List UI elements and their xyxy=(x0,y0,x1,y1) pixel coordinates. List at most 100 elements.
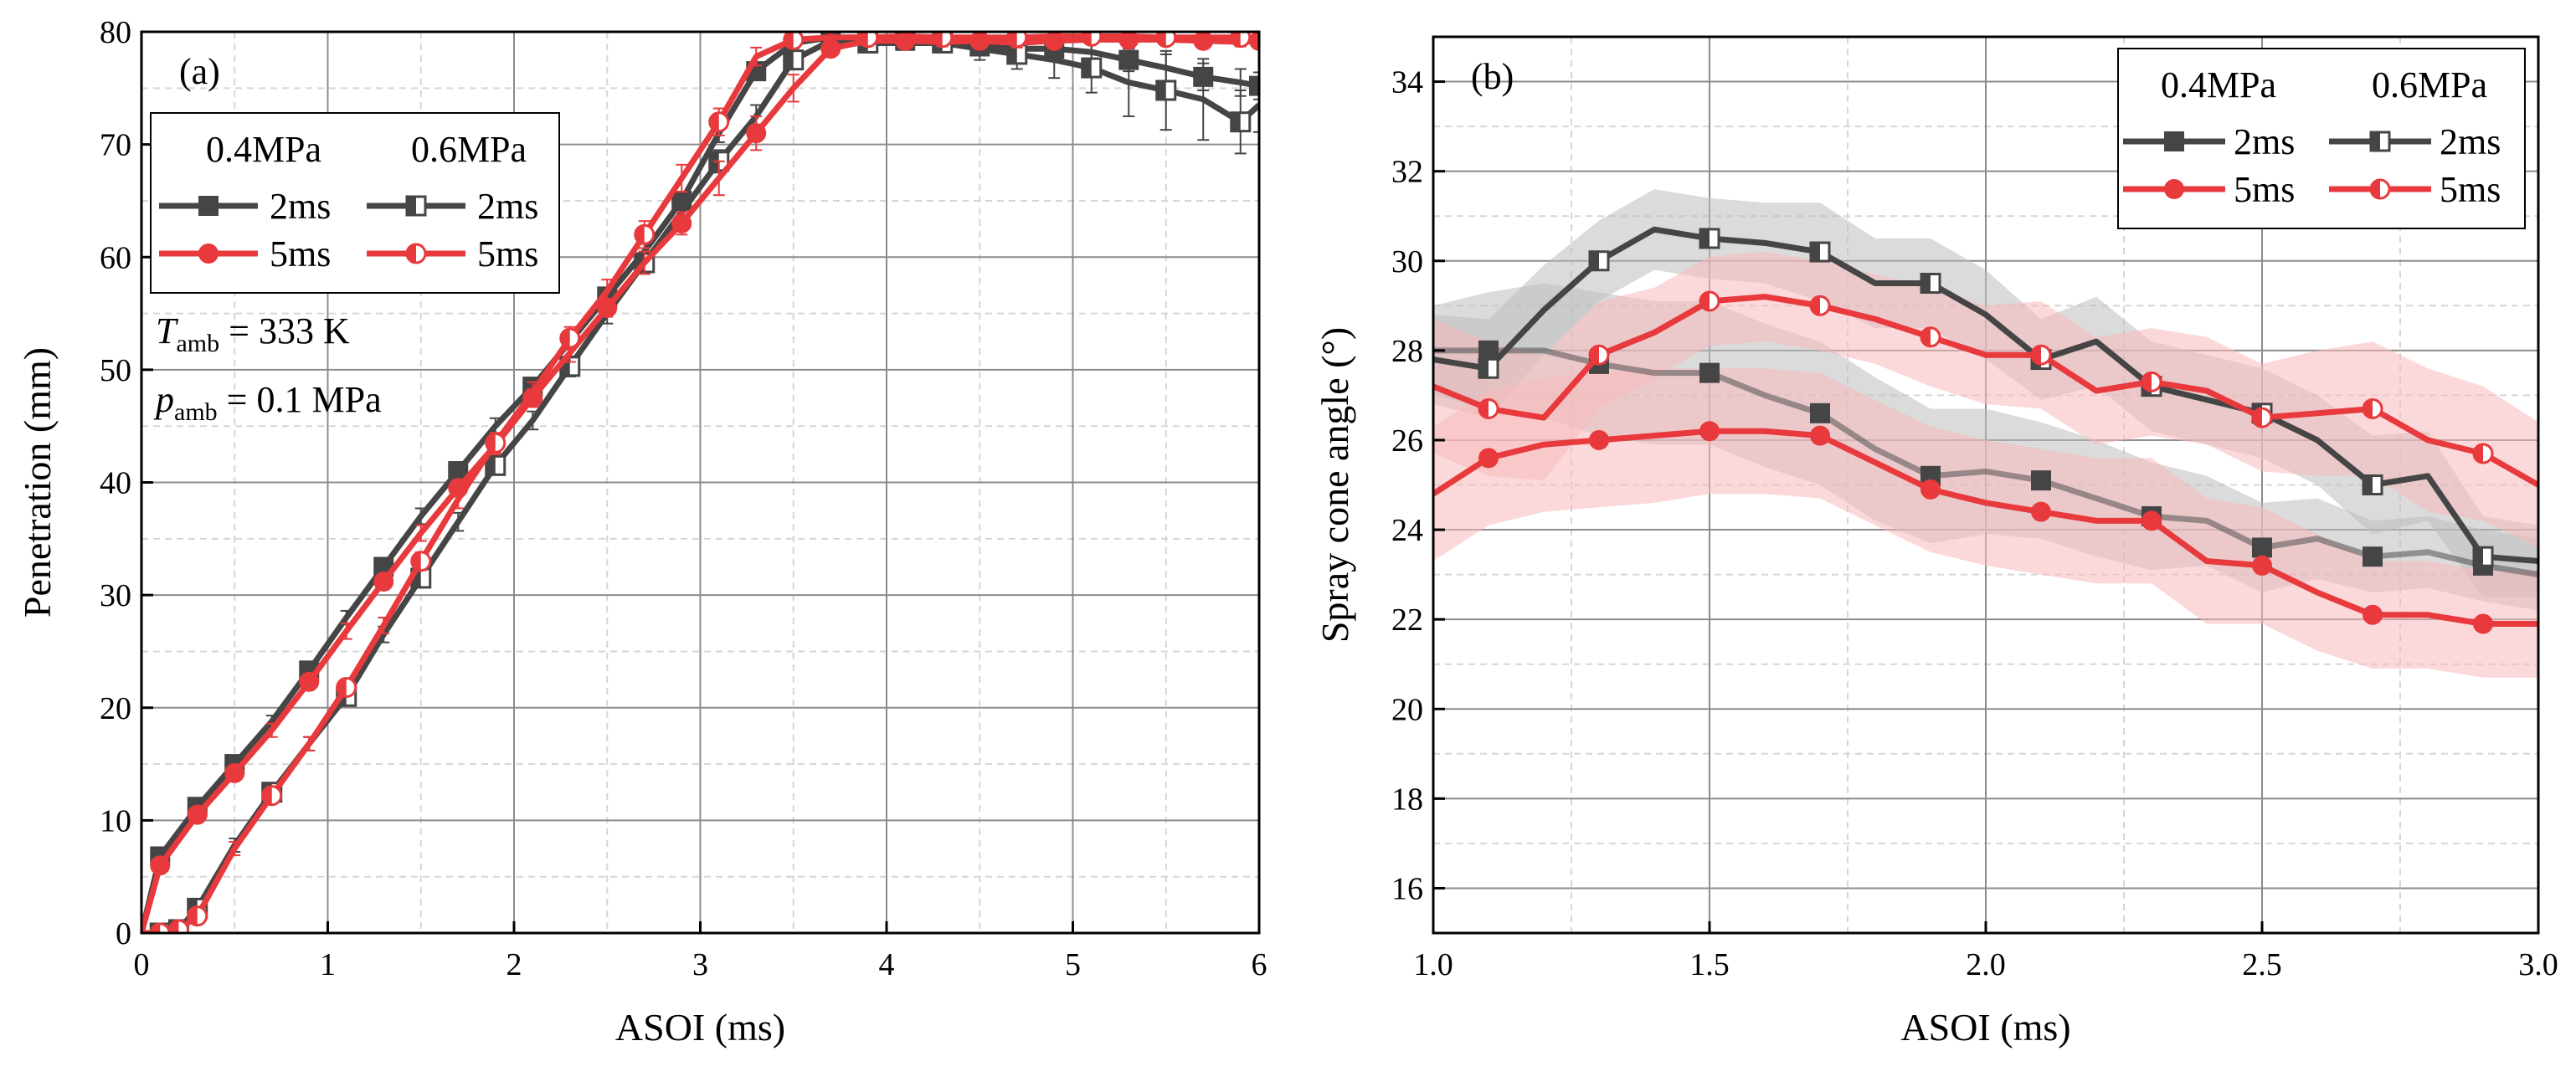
data-point xyxy=(1699,290,1720,312)
data-point-half xyxy=(1811,243,1820,262)
y-tick-label: 30 xyxy=(100,578,131,613)
x-tick-label: 2.0 xyxy=(1966,947,2006,982)
legend-marker xyxy=(405,195,427,217)
legend-marker xyxy=(198,196,219,216)
data-point-half xyxy=(1082,59,1092,78)
legend-header-0: 0.4MPa xyxy=(206,129,321,170)
data-point xyxy=(1478,357,1499,379)
data-point-half xyxy=(1231,32,1241,47)
y-tick-label: 28 xyxy=(1391,334,1423,369)
series-06MPa-5ms xyxy=(141,32,1259,933)
data-point-half xyxy=(1231,112,1241,131)
data-point xyxy=(1920,326,1941,348)
legend-label-1-1: 5ms xyxy=(2440,169,2501,210)
data-point xyxy=(783,49,805,71)
data-point-half xyxy=(560,329,570,348)
data-point-half xyxy=(560,356,570,376)
error-band-1 xyxy=(1433,189,2538,597)
legend-label-0-0: 2ms xyxy=(270,186,331,227)
data-point xyxy=(1478,448,1499,469)
annotation-tamb: Tamb = 333 K xyxy=(156,310,350,357)
legend-marker xyxy=(2369,178,2391,200)
data-point-half xyxy=(411,551,421,571)
data-point xyxy=(1920,479,1941,500)
legend-label-0-1: 2ms xyxy=(477,186,538,227)
data-point-half xyxy=(188,906,198,925)
data-point-half xyxy=(784,50,794,69)
data-point xyxy=(746,123,767,144)
data-point-half xyxy=(337,678,347,697)
data-point xyxy=(150,855,171,876)
y-tick-label: 20 xyxy=(1391,692,1423,727)
data-point-half xyxy=(411,568,421,587)
data-point xyxy=(1230,111,1252,133)
data-point xyxy=(2031,470,2051,491)
x-axis-label: ASOI (ms) xyxy=(1900,1006,2070,1049)
data-point xyxy=(336,677,357,699)
panel-b: 1.0 1.5 2.0 2.5 3.0 16 18 20 22 24 26 28 30 32 34 ASOI … xyxy=(1314,35,2558,1049)
data-layer xyxy=(141,32,1259,933)
data-point-half xyxy=(2474,547,2483,567)
data-point xyxy=(2473,613,2493,634)
data-point-half xyxy=(1479,359,1489,378)
data-point xyxy=(708,111,730,133)
data-point xyxy=(2362,474,2383,495)
x-tick-label: 0 xyxy=(134,947,150,982)
data-point-half xyxy=(1156,32,1166,47)
data-point-half xyxy=(1921,327,1931,346)
panel-label: (a) xyxy=(179,51,220,92)
data-point xyxy=(1588,344,1610,366)
data-point xyxy=(2252,555,2272,576)
x-tick-label: 3.0 xyxy=(2518,947,2558,982)
data-point xyxy=(1155,79,1177,101)
data-point xyxy=(1478,397,1499,419)
data-point xyxy=(187,905,208,927)
y-tick-label: 40 xyxy=(100,466,131,501)
data-point-half xyxy=(486,433,496,453)
data-point-half xyxy=(858,32,868,47)
legend-label-0-1: 2ms xyxy=(2440,121,2501,162)
data-point-half xyxy=(486,456,496,475)
legend-marker xyxy=(2164,131,2184,151)
data-point-half xyxy=(784,32,794,49)
x-tick-label: 2 xyxy=(506,947,522,982)
y-tick-label: 70 xyxy=(100,128,131,163)
data-point xyxy=(1920,273,1941,295)
y-tick-label: 80 xyxy=(100,15,131,50)
legend-label-0-0: 2ms xyxy=(2234,121,2295,162)
data-point xyxy=(1478,340,1499,361)
series-line xyxy=(1433,347,2538,578)
x-tick-label: 6 xyxy=(1252,947,1267,982)
data-point xyxy=(1699,362,1720,383)
data-point xyxy=(1699,228,1720,249)
legend-marker xyxy=(405,243,427,264)
panel-label: (b) xyxy=(1471,56,1514,97)
data-point-half xyxy=(2142,372,2152,392)
annotation-pamb-symbol: p xyxy=(153,379,174,420)
data-point xyxy=(187,804,208,825)
legend: 0.4MPa 0.6MPa 2ms 2ms 5ms 5ms xyxy=(150,112,560,294)
y-tick-label: 26 xyxy=(1391,423,1423,459)
y-tick-label: 60 xyxy=(100,240,131,275)
data-point-half xyxy=(169,920,179,933)
legend-marker-half xyxy=(2371,132,2380,151)
y-tick-label: 10 xyxy=(100,803,131,838)
annotation-pamb-value: = 0.1 MPa xyxy=(218,379,382,420)
legend-label-1-0: 5ms xyxy=(270,233,331,274)
series-04MPa-5ms xyxy=(1433,421,2538,634)
data-point-half xyxy=(1700,291,1710,310)
data-point xyxy=(1809,295,1831,316)
series-line xyxy=(1433,428,2538,628)
legend-label-1-1: 5ms xyxy=(477,233,538,274)
annotation-pamb-subscript: amb xyxy=(174,398,218,426)
x-axis-label: ASOI (ms) xyxy=(615,1006,785,1049)
data-point xyxy=(299,671,320,692)
data-point xyxy=(485,454,506,476)
data-point-half xyxy=(2363,399,2373,418)
series-line xyxy=(1433,226,2538,565)
data-point-half xyxy=(635,253,645,272)
data-point-half xyxy=(1811,296,1820,315)
